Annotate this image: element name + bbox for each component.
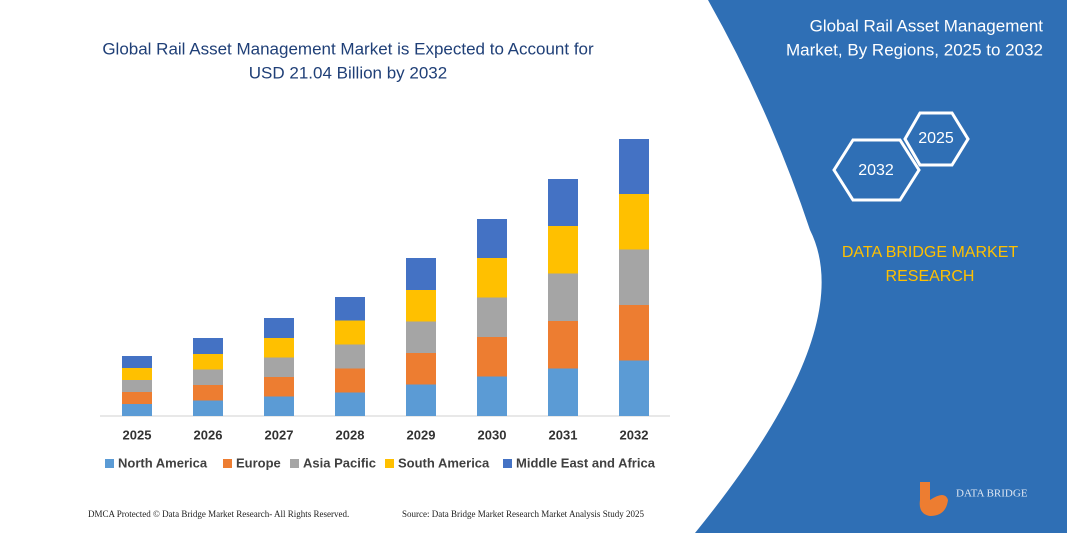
bar-segment bbox=[264, 338, 294, 358]
side-panel bbox=[695, 0, 1067, 533]
logo-icon bbox=[919, 482, 948, 516]
bar-segment bbox=[619, 249, 649, 305]
legend-swatch bbox=[385, 459, 394, 468]
legend-swatch bbox=[223, 459, 232, 468]
bar-segment bbox=[619, 194, 649, 250]
x-tick-label: 2031 bbox=[549, 427, 578, 442]
brand-text: DATA BRIDGE MARKET bbox=[842, 244, 1019, 261]
legend-label: South America bbox=[398, 455, 490, 470]
bar-segment bbox=[406, 353, 436, 385]
legend-label: Europe bbox=[236, 455, 281, 470]
legend-swatch bbox=[503, 459, 512, 468]
bar-segment bbox=[264, 377, 294, 397]
bar-segment bbox=[406, 321, 436, 353]
chart-title: USD 21.04 Billion by 2032 bbox=[249, 63, 447, 82]
bar-segment bbox=[122, 392, 152, 404]
brand-text: RESEARCH bbox=[886, 268, 975, 285]
bar-segment bbox=[406, 384, 436, 416]
logo-text: DATA BRIDGE bbox=[956, 488, 1028, 500]
bar-segment bbox=[406, 258, 436, 290]
bar-segment bbox=[193, 354, 223, 370]
bar-segment bbox=[619, 360, 649, 416]
bar-segment bbox=[477, 219, 507, 258]
bar-segment bbox=[122, 404, 152, 416]
bar-segment bbox=[193, 385, 223, 401]
x-tick-label: 2032 bbox=[620, 427, 649, 442]
hexagon bbox=[832, 138, 921, 202]
hexagon-label: 2025 bbox=[918, 130, 954, 147]
bar-segment bbox=[335, 297, 365, 321]
legend-swatch bbox=[290, 459, 299, 468]
bar-segment bbox=[477, 337, 507, 377]
x-tick-label: 2025 bbox=[123, 427, 152, 442]
bar-segment bbox=[548, 179, 578, 226]
hexagon-label: 2032 bbox=[858, 162, 894, 179]
bar-segment bbox=[477, 376, 507, 416]
bar-segment bbox=[264, 396, 294, 416]
legend-label: North America bbox=[118, 455, 208, 470]
bar-segment bbox=[264, 357, 294, 377]
bar-segment bbox=[548, 368, 578, 416]
legend-label: Asia Pacific bbox=[303, 455, 376, 470]
bar-segment bbox=[406, 290, 436, 322]
bar-segment bbox=[335, 320, 365, 345]
bar-segment bbox=[122, 380, 152, 392]
footer-text: Source: Data Bridge Market Research Mark… bbox=[402, 509, 644, 519]
bar-segment bbox=[477, 258, 507, 298]
x-tick-label: 2029 bbox=[407, 427, 436, 442]
bar-segment bbox=[193, 400, 223, 416]
x-tick-label: 2028 bbox=[336, 427, 365, 442]
bar-segment bbox=[477, 297, 507, 337]
x-tick-label: 2027 bbox=[265, 427, 294, 442]
bar-segment bbox=[335, 368, 365, 393]
bar-segment bbox=[619, 305, 649, 361]
footer-text: DMCA Protected © Data Bridge Market Rese… bbox=[88, 509, 349, 519]
bar-segment bbox=[193, 369, 223, 385]
legend-label: Middle East and Africa bbox=[516, 455, 656, 470]
bar-segment bbox=[335, 344, 365, 369]
bar-segment bbox=[548, 321, 578, 369]
x-tick-label: 2030 bbox=[478, 427, 507, 442]
panel-title: Global Rail Asset Management bbox=[810, 16, 1044, 35]
hexagon bbox=[903, 111, 970, 167]
bar-segment bbox=[619, 139, 649, 194]
bar-segment bbox=[193, 338, 223, 354]
bar-segment bbox=[335, 392, 365, 416]
bar-segment bbox=[548, 273, 578, 321]
bar-segment bbox=[122, 368, 152, 380]
legend-swatch bbox=[105, 459, 114, 468]
chart-title: Global Rail Asset Management Market is E… bbox=[102, 39, 594, 58]
bar-segment bbox=[264, 318, 294, 338]
bar-segment bbox=[548, 226, 578, 274]
x-tick-label: 2026 bbox=[194, 427, 223, 442]
bar-segment bbox=[122, 356, 152, 368]
panel-title: Market, By Regions, 2025 to 2032 bbox=[786, 40, 1043, 59]
